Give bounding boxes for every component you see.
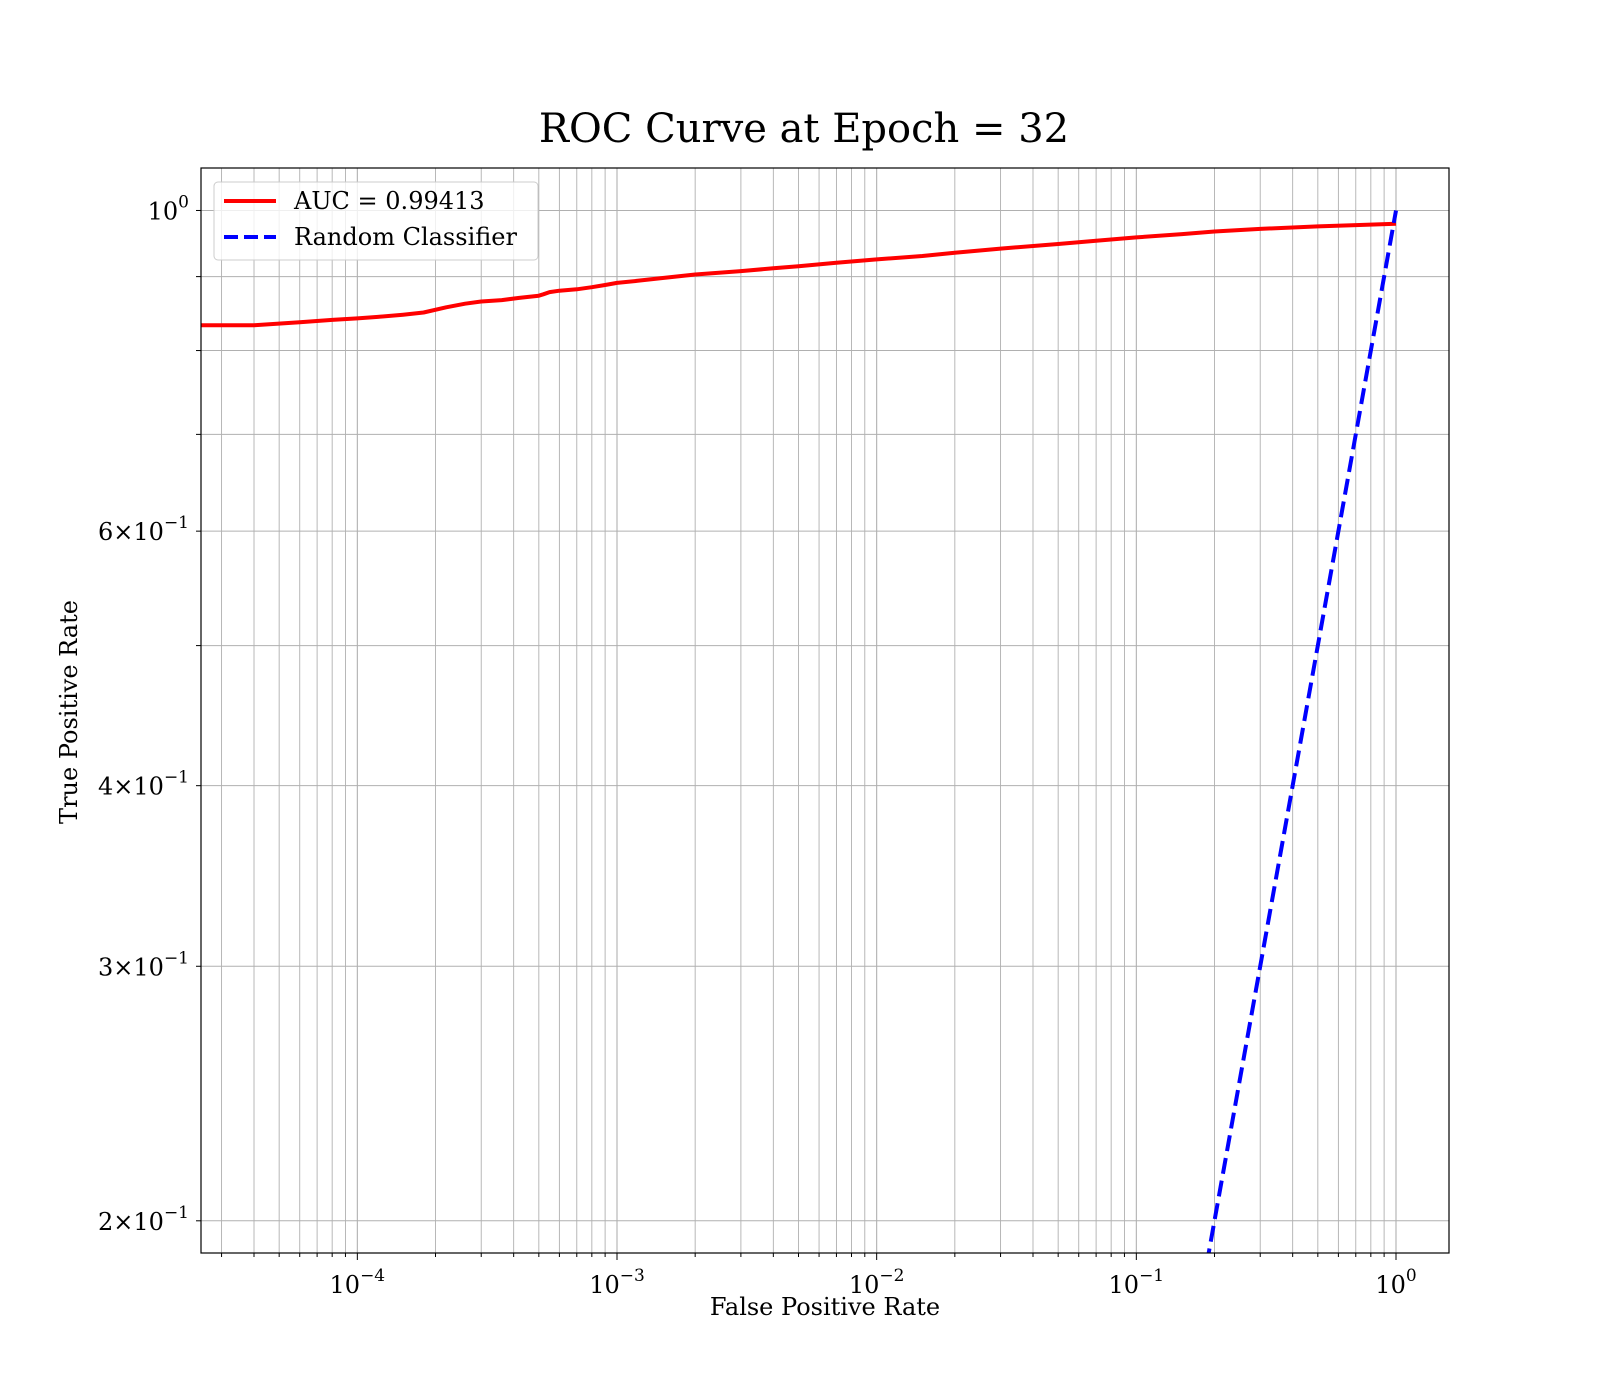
grid xyxy=(201,168,1449,1253)
x-tick-label: 10−3 xyxy=(589,1266,645,1299)
y-tick-label: 6×10−1 xyxy=(98,513,189,546)
y-tick-label: 100 xyxy=(148,192,189,225)
x-tick-label: 10−4 xyxy=(330,1266,386,1299)
legend: AUC = 0.99413 Random Classifier xyxy=(213,181,539,261)
chart-title: ROC Curve at Epoch = 32 xyxy=(539,106,1069,152)
legend-box xyxy=(213,181,539,261)
y-tick-label: 3×10−1 xyxy=(98,948,189,981)
series-line-random xyxy=(1206,210,1398,1253)
x-tick-label: 100 xyxy=(1375,1266,1416,1299)
plot-frame xyxy=(200,167,1450,1254)
y-axis-label: True Positive Rate xyxy=(55,600,83,824)
ticks: 10−4 10−3 10−2 10−1 100 100 6×10−1 4×10−1 3×10−1… xyxy=(98,192,1417,1299)
series-layer xyxy=(201,210,1398,1253)
y-tick-label: 4×10−1 xyxy=(98,768,189,801)
x-axis-label: False Positive Rate xyxy=(710,1293,940,1321)
x-tick-label: 10−1 xyxy=(1109,1266,1165,1299)
y-tick-label: 2×10−1 xyxy=(98,1203,189,1236)
legend-label-random: Random Classifier xyxy=(294,223,517,251)
x-tick-label: 10−2 xyxy=(849,1266,905,1299)
legend-label-auc: AUC = 0.99413 xyxy=(293,187,485,215)
series-line-auc xyxy=(201,221,1397,328)
